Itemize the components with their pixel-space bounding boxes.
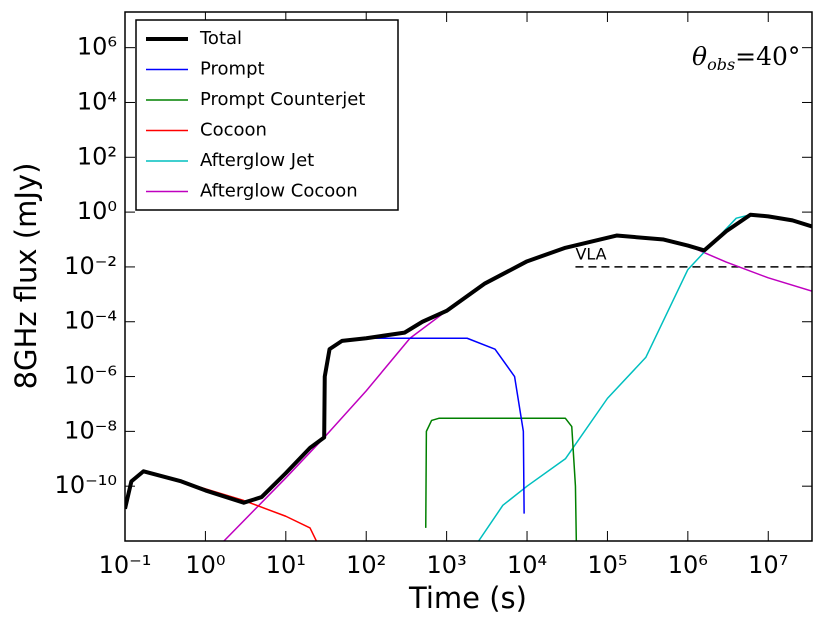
x-tick-label: 10⁻¹: [99, 551, 152, 579]
legend-label: Prompt Counterjet: [200, 89, 365, 110]
series-line: [125, 470, 318, 541]
plot-area: [125, 212, 812, 541]
x-tick-label: 10⁷: [748, 551, 788, 579]
series-line: [425, 417, 578, 541]
y-tick-label: 10²: [77, 142, 117, 170]
x-axis-label: Time (s): [408, 581, 527, 615]
y-tick-label: 10⁶: [77, 33, 117, 61]
x-tick-label: 10⁵: [587, 551, 627, 579]
legend-label: Afterglow Jet: [200, 150, 314, 171]
series-line: [477, 214, 812, 541]
series-line: [323, 337, 525, 514]
series-line: [223, 234, 812, 541]
annotation-text: =40°: [735, 42, 800, 71]
y-tick-label: 10⁻²: [64, 252, 117, 280]
x-tick-label: 10²: [346, 551, 386, 579]
y-tick-label: 10⁻⁸: [64, 416, 117, 444]
y-tick-label: 10⁻¹⁰: [55, 471, 117, 499]
legend-label: Cocoon: [200, 120, 267, 141]
annotation: θobs=40°: [692, 42, 800, 74]
y-tick-label: 10⁴: [77, 87, 117, 115]
y-tick-label: 10⁻⁶: [64, 362, 117, 390]
legend-label: Prompt: [200, 59, 265, 80]
reference-label: VLA: [575, 244, 606, 263]
x-tick-label: 10⁴: [507, 551, 547, 579]
x-tick-label: 10⁰: [185, 551, 225, 579]
y-tick-label: 10⁻⁴: [64, 307, 117, 335]
x-tick-label: 10³: [427, 551, 467, 579]
legend-box: [135, 19, 399, 211]
x-tick-label: 10⁶: [668, 551, 708, 579]
annotation-symbol: θ: [692, 42, 707, 71]
y-axis-label: 8GHz flux (mJy): [9, 163, 43, 390]
plot-frame: [124, 11, 813, 542]
series-line: [125, 212, 812, 510]
legend-label: Total: [199, 28, 242, 49]
x-tick-label: 10¹: [266, 551, 306, 579]
y-tick-label: 10⁰: [77, 197, 117, 225]
legend-label: Afterglow Cocoon: [200, 181, 358, 202]
annotation-subscript: obs: [707, 55, 735, 74]
